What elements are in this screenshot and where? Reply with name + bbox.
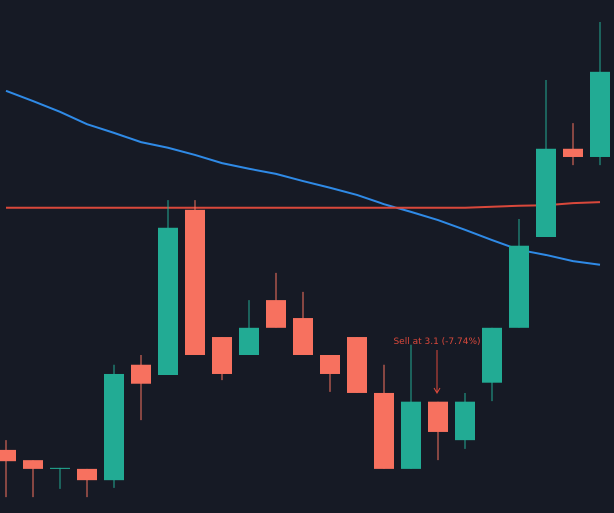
candle-body [266,300,286,328]
annotation-arrowhead [433,387,441,394]
candle-body [293,318,313,355]
candle-body [428,401,448,432]
candle-body [374,392,394,469]
candle-body [104,373,124,481]
candle-body [77,468,97,481]
candle-body [158,227,178,376]
candle-body [401,401,421,469]
annotation: Sell at 3.1 (-7.74%) [393,337,480,347]
candle-body [482,327,502,383]
candle-body [455,401,475,441]
moving-average-line [5,89,601,266]
candle-body [212,337,232,374]
candle-body [590,71,610,157]
candle-body [131,364,151,384]
candle-body [23,460,43,469]
candle-body [347,337,367,393]
candle-body [239,327,259,355]
candle-body [563,148,583,157]
candle-body [50,467,70,469]
candle-body [536,148,556,238]
candle-body [320,354,340,374]
candle-body [509,245,529,328]
candle-body [185,209,205,355]
moving-average-line [6,201,601,209]
candle-body [0,449,16,462]
